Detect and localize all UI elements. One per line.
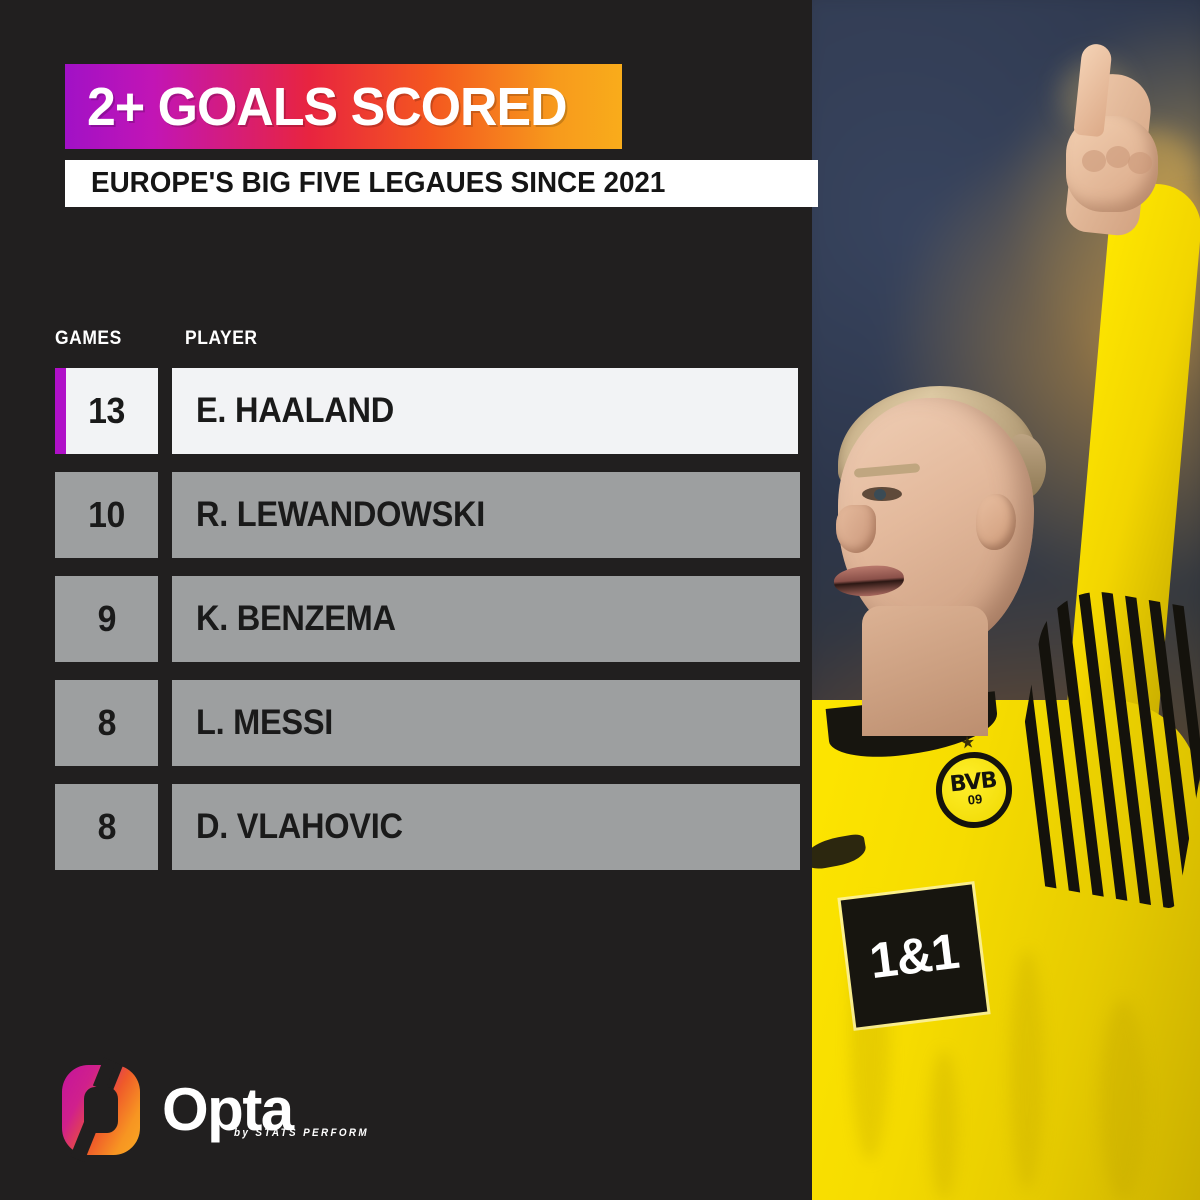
games-value: 10 (88, 494, 125, 535)
brand-tagline: by STATS PERFORM (234, 1127, 369, 1140)
ear (976, 494, 1016, 550)
column-header-games: GAMES (55, 328, 122, 349)
table-row[interactable]: 8 L. MESSI (55, 680, 810, 766)
opta-logo-icon (62, 1057, 140, 1163)
jersey-fold (1010, 950, 1044, 1190)
player-photo: ★ BVB 09 1&1 (810, 0, 1200, 1200)
knuckle (1106, 146, 1130, 168)
games-cell: 8 (55, 784, 158, 870)
title-banner: 2+ GOALS SCORED (65, 64, 622, 149)
page-title: 2+ GOALS SCORED (87, 76, 568, 137)
nose (836, 505, 876, 553)
games-cell: 9 (55, 576, 158, 662)
games-value: 13 (88, 390, 125, 431)
content-panel: 2+ GOALS SCORED EUROPE'S BIG FIVE LEGAUE… (55, 64, 818, 1164)
player-cell: R. LEWANDOWSKI (172, 472, 800, 558)
player-cell: D. VLAHOVIC (172, 784, 800, 870)
player-name: D. VLAHOVIC (196, 807, 403, 846)
leader-accent-bar (55, 368, 66, 454)
brand-footer: Opta by STATS PERFORM (62, 1056, 392, 1164)
sponsor-label: 1&1 (866, 922, 962, 990)
table-header: GAMES PLAYER (55, 328, 800, 354)
knuckle (1082, 150, 1106, 172)
table-row[interactable]: 9 K. BENZEMA (55, 576, 810, 662)
jersey-fold (930, 1050, 958, 1200)
brand-wordmark: Opta by STATS PERFORM (162, 1076, 367, 1144)
crest-year: 09 (967, 791, 984, 809)
brand-name: Opta (162, 1076, 294, 1144)
table-row[interactable]: 8 D. VLAHOVIC (55, 784, 810, 870)
table-row[interactable]: 13 E. HAALAND (55, 368, 810, 454)
crest-label: BVB (948, 767, 998, 798)
leaderboard: 13 E. HAALAND 10 R. LEWANDOWSKI 9 (55, 368, 810, 888)
games-value: 9 (97, 598, 116, 639)
player-cell: L. MESSI (172, 680, 800, 766)
games-cell: 10 (55, 472, 158, 558)
neck (862, 606, 988, 736)
games-cell: 8 (55, 680, 158, 766)
player-name: E. HAALAND (196, 391, 394, 430)
column-header-player: PLAYER (185, 328, 258, 349)
table-row[interactable]: 10 R. LEWANDOWSKI (55, 472, 810, 558)
player-name: R. LEWANDOWSKI (196, 495, 486, 534)
eye (862, 487, 902, 501)
player-cell: E. HAALAND (172, 368, 798, 454)
games-value: 8 (97, 702, 116, 743)
player-name: L. MESSI (196, 703, 334, 742)
games-value: 8 (97, 806, 116, 847)
games-cell: 13 (55, 368, 158, 454)
player-cell: K. BENZEMA (172, 576, 800, 662)
sponsor-logo: 1&1 (840, 884, 988, 1028)
subtitle-banner: EUROPE'S BIG FIVE LEGAUES SINCE 2021 (65, 160, 818, 207)
page-subtitle: EUROPE'S BIG FIVE LEGAUES SINCE 2021 (91, 167, 666, 199)
player-name: K. BENZEMA (196, 599, 396, 638)
knuckle (1128, 152, 1152, 174)
jersey-fold (1100, 1000, 1146, 1200)
